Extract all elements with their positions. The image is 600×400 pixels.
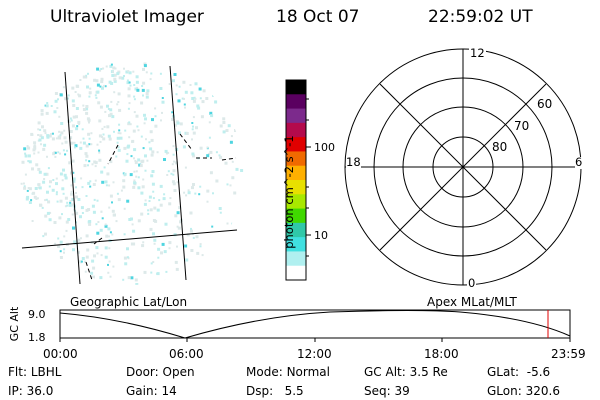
color-scale-segment: [286, 151, 306, 167]
dsp-status: Dsp: 5.5: [246, 384, 304, 398]
color-scale-tick-label: 100: [314, 141, 335, 154]
orbit-y-tick: 9.0: [28, 308, 46, 321]
diagonal-line: [379, 83, 547, 251]
mode-status: Mode: Normal: [246, 365, 330, 379]
color-scale-segment: [286, 122, 306, 138]
color-scale-segment: [286, 265, 306, 281]
color-scale-segment: [286, 180, 306, 195]
orbit-plot-frame: [59, 309, 571, 339]
mlt-label-noon: 12: [469, 46, 486, 60]
orbit-x-tick: 00:00: [43, 347, 78, 361]
color-scale-segment: [286, 108, 306, 124]
color-scale-tick-label: 10: [314, 229, 328, 242]
altitude-curve: [59, 310, 571, 339]
sequence-status: Seq: 39: [364, 384, 410, 398]
orbit-y-axis-label: GC Alt: [8, 306, 21, 342]
orbit-x-ticks: [59, 338, 571, 342]
gain-status: Gain: 14: [126, 384, 177, 398]
door-status: Door: Open: [126, 365, 195, 379]
coastline-dashed: [85, 133, 237, 281]
color-scale-frame: [285, 79, 307, 281]
instrument-title: Ultraviolet Imager: [50, 7, 204, 27]
color-scale-ticks: [306, 98, 311, 257]
color-scale-gradient: [286, 80, 306, 281]
meridian-line: [169, 65, 187, 281]
orbit-x-tick: 18:00: [424, 347, 459, 361]
color-scale-segment: [286, 137, 306, 152]
color-scale-segment: [286, 208, 306, 224]
mlat-label-80: 80: [491, 140, 509, 154]
mlt-label-midnight: 0: [467, 276, 477, 290]
apex-panel-label: Apex MLat/MLT: [427, 295, 517, 309]
auroral-emission-speckles: [20, 62, 244, 285]
geographic-panel-label: Geographic Lat/Lon: [70, 295, 188, 309]
ip-status: IP: 36.0: [8, 384, 54, 398]
mlt-label-dawn: 6: [575, 155, 583, 169]
observation-date: 18 Oct 07: [276, 7, 360, 27]
color-scale-segment: [286, 80, 306, 95]
glat-status: GLat: -5.6: [487, 365, 551, 379]
color-scale-segment: [286, 237, 306, 252]
orbit-x-tick: 06:00: [169, 347, 204, 361]
gc-alt-status: GC Alt: 3.5 Re: [364, 365, 448, 379]
filter-status: Flt: LBHL: [8, 365, 62, 379]
latitude-line: [21, 229, 238, 249]
observation-time: 22:59:02 UT: [428, 7, 533, 27]
meridian-line: [64, 71, 81, 285]
color-scale-segment: [286, 194, 306, 210]
orbit-y-tick: 1.8: [28, 331, 46, 344]
mlat-label-70: 70: [513, 119, 531, 133]
color-scale-segment: [286, 251, 306, 267]
orbit-x-tick: 12:00: [297, 347, 332, 361]
mlt-label-dusk: 18: [346, 155, 361, 169]
orbit-x-tick: 23:59: [551, 347, 586, 361]
color-scale-segment: [286, 165, 306, 181]
glon-status: GLon: 320.6: [487, 384, 560, 398]
color-scale-segment: [286, 94, 306, 110]
mlat-label-60: 60: [536, 97, 554, 111]
color-scale-segment: [286, 222, 306, 238]
geographic-grid: [21, 65, 238, 285]
